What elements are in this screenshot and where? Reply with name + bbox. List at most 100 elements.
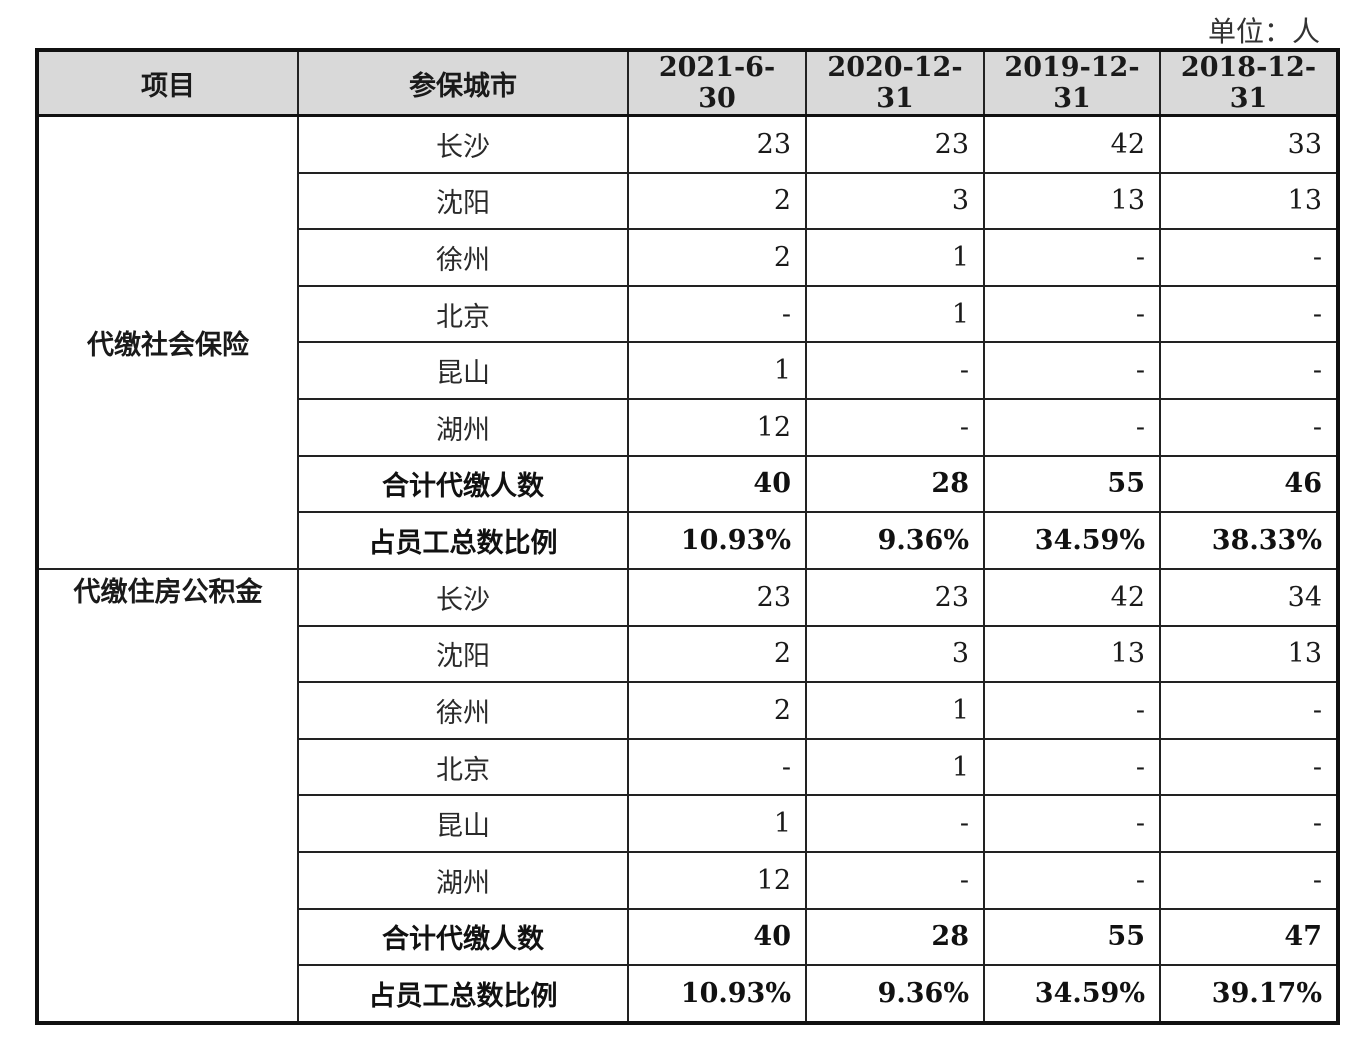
value-2019-12-31: - bbox=[983, 681, 1161, 740]
table-row: 代缴住房公积金 长沙 23 23 42 34 bbox=[36, 567, 1339, 1025]
city-cell: 占员工总数比例 bbox=[297, 964, 629, 1024]
value-2018-12-31: - bbox=[1159, 398, 1339, 457]
value-2019-12-31: 42 bbox=[983, 567, 1161, 627]
value-2020-12-31: 9.36% bbox=[805, 964, 985, 1024]
city-cell: 沈阳 bbox=[297, 171, 629, 231]
value-2018-12-31: - bbox=[1159, 850, 1339, 910]
value-2021-6-30: 40 bbox=[627, 454, 807, 514]
value-2021-6-30: - bbox=[627, 284, 807, 344]
value-2021-6-30: 10.93% bbox=[627, 964, 807, 1024]
value-2020-12-31: 9.36% bbox=[805, 511, 985, 570]
value-2019-12-31: 34.59% bbox=[983, 964, 1161, 1024]
city-cell: 合计代缴人数 bbox=[297, 907, 629, 967]
value-2021-6-30: 1 bbox=[627, 794, 807, 853]
value-2018-12-31: - bbox=[1159, 341, 1339, 401]
table-row: 合计代缴人数 40 28 55 47 bbox=[37, 907, 1339, 967]
insurance-table: 项目 参保城市 2021-6-30 2020-12-31 2019-12-31 … bbox=[35, 48, 1340, 1025]
city-cell: 沈阳 bbox=[297, 624, 629, 684]
header-row: 项目 参保城市 2021-6-30 2020-12-31 2019-12-31 … bbox=[36, 49, 1339, 117]
value-2021-6-30: 23 bbox=[627, 114, 807, 174]
table-row: 北京 -1- - bbox=[37, 737, 1339, 797]
value-2018-12-31: 39.17% bbox=[1159, 964, 1339, 1024]
value-2021-6-30: 23 bbox=[627, 567, 807, 627]
city-cell: 昆山 bbox=[297, 341, 629, 401]
unit-label: 单位：人 bbox=[1207, 15, 1320, 48]
value-2020-12-31: - bbox=[805, 850, 985, 910]
city-cell: 湖州 bbox=[297, 850, 629, 910]
value-2019-12-31: - bbox=[983, 341, 1161, 401]
table-row: 合计代缴人数 40 28 55 46 bbox=[37, 454, 1339, 514]
table-row: 昆山 1- - - bbox=[37, 341, 1339, 401]
header-2020-12-31: 2020-12-31 bbox=[805, 49, 985, 117]
value-2019-12-31: - bbox=[983, 228, 1161, 287]
value-2021-6-30: 10.93% bbox=[627, 511, 807, 570]
value-2018-12-31: 34 bbox=[1159, 567, 1339, 627]
city-cell: 北京 bbox=[297, 284, 629, 344]
category-cell: 代缴住房公积金 bbox=[36, 567, 299, 1025]
value-2020-12-31: 23 bbox=[805, 567, 985, 627]
value-2019-12-31: - bbox=[983, 794, 1161, 853]
city-cell: 湖州 bbox=[297, 398, 629, 457]
value-2021-6-30: 2 bbox=[627, 228, 807, 287]
city-cell: 北京 bbox=[297, 737, 629, 797]
value-2021-6-30: 1 bbox=[627, 341, 807, 401]
value-2021-6-30: 12 bbox=[627, 850, 807, 910]
table-row: 湖州 12- - - bbox=[37, 398, 1339, 457]
value-2018-12-31: 46 bbox=[1159, 454, 1339, 514]
header-item: 项目 bbox=[36, 49, 299, 117]
value-2020-12-31: 1 bbox=[805, 737, 985, 797]
city-cell: 徐州 bbox=[297, 681, 629, 740]
table-row: 沈阳 2 3 13 13 bbox=[37, 171, 1339, 231]
table-row: 湖州 12- - - bbox=[37, 850, 1339, 910]
value-2019-12-31: 55 bbox=[983, 454, 1161, 514]
city-cell: 占员工总数比例 bbox=[297, 511, 629, 570]
value-2019-12-31: - bbox=[983, 737, 1161, 797]
value-2020-12-31: 1 bbox=[805, 284, 985, 344]
value-2020-12-31: 1 bbox=[805, 681, 985, 740]
value-2018-12-31: - bbox=[1159, 284, 1339, 344]
value-2019-12-31: 42 bbox=[983, 114, 1161, 174]
value-2019-12-31: 55 bbox=[983, 907, 1161, 967]
value-2020-12-31: 3 bbox=[805, 171, 985, 231]
value-2020-12-31: - bbox=[805, 398, 985, 457]
header-2021-6-30: 2021-6-30 bbox=[627, 49, 807, 117]
table-row: 代缴社会保险 长沙 23 23 42 33 bbox=[36, 114, 1339, 570]
value-2018-12-31: 33 bbox=[1159, 114, 1339, 174]
value-2019-12-31: - bbox=[983, 284, 1161, 344]
header-2018-12-31: 2018-12-31 bbox=[1159, 49, 1339, 117]
value-2018-12-31: 47 bbox=[1159, 907, 1339, 967]
table-row: 昆山 1- - - bbox=[37, 794, 1339, 853]
header-city: 参保城市 bbox=[297, 49, 629, 117]
value-2020-12-31: - bbox=[805, 341, 985, 401]
value-2018-12-31: 38.33% bbox=[1159, 511, 1339, 570]
table-row: 占员工总数比例 10.93% 9.36% 34.59% 39.17% bbox=[37, 964, 1339, 1024]
table-row: 徐州 2 1- - bbox=[37, 228, 1339, 287]
value-2021-6-30: - bbox=[627, 737, 807, 797]
value-2019-12-31: 13 bbox=[983, 624, 1161, 684]
city-cell: 长沙 bbox=[297, 114, 629, 174]
city-cell: 昆山 bbox=[297, 794, 629, 853]
value-2021-6-30: 2 bbox=[627, 171, 807, 231]
value-2018-12-31: - bbox=[1159, 228, 1339, 287]
table-row: 徐州 2 1- - bbox=[37, 681, 1339, 740]
value-2018-12-31: - bbox=[1159, 681, 1339, 740]
table-row: 占员工总数比例 10.93% 9.36% 34.59% 38.33% bbox=[37, 511, 1339, 570]
table-row: 沈阳 2 3 13 13 bbox=[37, 624, 1339, 684]
value-2020-12-31: 23 bbox=[805, 114, 985, 174]
value-2019-12-31: 13 bbox=[983, 171, 1161, 231]
value-2019-12-31: 34.59% bbox=[983, 511, 1161, 570]
value-2018-12-31: 13 bbox=[1159, 624, 1339, 684]
value-2021-6-30: 40 bbox=[627, 907, 807, 967]
value-2020-12-31: 1 bbox=[805, 228, 985, 287]
city-cell: 徐州 bbox=[297, 228, 629, 287]
value-2018-12-31: - bbox=[1159, 794, 1339, 853]
value-2020-12-31: 28 bbox=[805, 454, 985, 514]
value-2018-12-31: 13 bbox=[1159, 171, 1339, 231]
city-cell: 合计代缴人数 bbox=[297, 454, 629, 514]
value-2021-6-30: 2 bbox=[627, 624, 807, 684]
value-2021-6-30: 12 bbox=[627, 398, 807, 457]
value-2019-12-31: - bbox=[983, 850, 1161, 910]
value-2020-12-31: - bbox=[805, 794, 985, 853]
value-2020-12-31: 3 bbox=[805, 624, 985, 684]
value-2021-6-30: 2 bbox=[627, 681, 807, 740]
